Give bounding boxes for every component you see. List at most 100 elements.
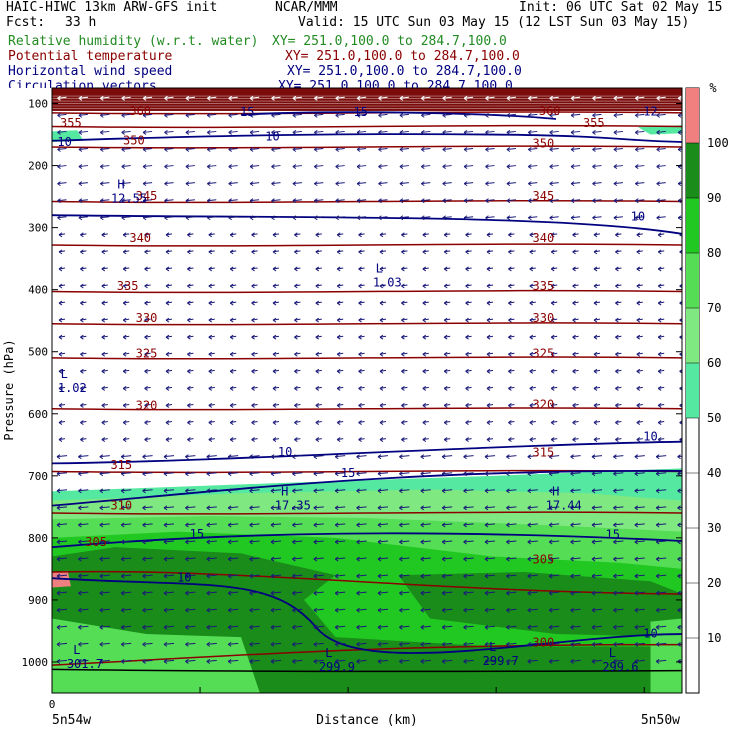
theta-contour: [52, 511, 682, 515]
wind-vector: [506, 181, 516, 187]
wind-vector-head: [271, 95, 275, 101]
wind-vector-head: [334, 488, 339, 494]
wind-vector: [185, 522, 196, 528]
wind-vector: [528, 198, 538, 204]
wind-vector-head: [313, 539, 318, 545]
wind-vector-shaft: [421, 199, 431, 202]
wind-vector-shaft: [335, 557, 346, 560]
wind-vector: [550, 300, 558, 306]
wind-vector-shaft: [78, 130, 88, 133]
wind-vector-head: [165, 368, 170, 374]
wind-vector-head: [229, 249, 234, 255]
wind-vector-head: [508, 334, 512, 340]
wind-vector-shaft: [570, 557, 581, 560]
wind-vector-shaft: [421, 182, 431, 185]
wind-vector-head: [441, 641, 446, 647]
wind-vector-shaft: [121, 540, 132, 543]
wind-vector: [334, 488, 346, 494]
wind-vector-shaft: [377, 591, 389, 594]
wind-vector: [163, 522, 175, 528]
wind-vector-head: [593, 232, 598, 238]
wind-vector-shaft: [335, 489, 346, 492]
wind-vector-shaft: [506, 659, 517, 662]
wind-vector: [613, 539, 624, 545]
wind-vector-shaft: [292, 472, 303, 475]
wind-vector: [187, 351, 194, 357]
wind-vector-head: [207, 164, 211, 169]
wind-vector-shaft: [677, 592, 682, 594]
wind-vector-shaft: [442, 574, 453, 577]
wind-vector-head: [442, 112, 446, 118]
wind-vector-head: [550, 368, 555, 374]
wind-vector-shaft: [528, 165, 538, 168]
wind-vector-head: [463, 522, 467, 528]
wind-vector-shaft: [78, 472, 89, 475]
wind-vector-head: [593, 300, 598, 306]
wind-vector: [421, 147, 431, 152]
wind-vector-head: [527, 659, 532, 664]
wind-vector-head: [401, 232, 405, 238]
wind-vector-head: [207, 130, 211, 135]
wind-vector-shaft: [163, 591, 175, 594]
wind-vector: [636, 232, 643, 238]
wind-vector: [249, 181, 260, 187]
wind-vector-head: [356, 112, 361, 118]
wind-vector-head: [58, 232, 63, 238]
wind-vector: [356, 659, 367, 664]
wind-vector-shaft: [292, 130, 302, 133]
wind-vector: [485, 95, 495, 101]
wind-vector: [78, 95, 88, 101]
wind-vector: [228, 164, 238, 169]
wind-vector-head: [591, 607, 596, 613]
wind-vector: [463, 471, 474, 477]
wind-vector-head: [121, 147, 125, 152]
wind-vector-head: [593, 266, 598, 272]
theta-label: 350: [123, 134, 145, 148]
wind-vector: [613, 471, 624, 477]
wind-vector-head: [121, 95, 125, 101]
wind-vector-shaft: [185, 642, 196, 645]
wind-vector-head: [613, 659, 617, 664]
wind-vector-head: [613, 95, 618, 101]
wind-vector-head: [142, 659, 146, 664]
wind-vector: [550, 368, 558, 374]
wind-vector-head: [486, 368, 491, 374]
wind-vector-shaft: [613, 625, 624, 628]
wind-vector-head: [634, 659, 639, 664]
wind-vector-head: [421, 130, 425, 135]
wind-vector-head: [292, 556, 296, 562]
colorbar-tick-label: 90: [707, 191, 721, 205]
wind-vector-head: [485, 198, 489, 204]
wind-vector: [142, 590, 153, 596]
wind-speed-label: 15: [353, 105, 367, 119]
wind-vector-shaft: [271, 182, 281, 185]
wind-vector: [484, 590, 496, 596]
theta-label: 360: [129, 104, 151, 118]
wind-vector-shaft: [99, 557, 110, 560]
wind-vector-head: [615, 437, 619, 443]
wind-vector-head: [334, 539, 339, 545]
wind-vector-shaft: [678, 199, 682, 202]
wind-vector-head: [420, 573, 425, 579]
wind-vector: [465, 334, 472, 340]
wind-vector-head: [484, 539, 489, 545]
wind-vector-shaft: [377, 523, 389, 526]
wind-vector-head: [615, 334, 619, 340]
wind-vector: [251, 368, 258, 374]
wind-vector-head: [441, 607, 446, 613]
wind-vector-head: [591, 624, 596, 630]
wind-vector: [120, 659, 132, 664]
wind-vector: [593, 351, 601, 357]
wind-vector-shaft: [99, 608, 110, 611]
wind-vector-head: [185, 164, 190, 169]
wind-vector-shaft: [613, 455, 624, 458]
wind-vector: [508, 403, 515, 408]
wind-vector: [613, 659, 624, 664]
wind-vector: [334, 556, 346, 562]
wind-vector: [463, 147, 474, 152]
wind-contour: [52, 469, 682, 507]
wind-vector: [634, 522, 645, 528]
wind-vector-head: [591, 659, 596, 664]
wind-vector-head: [335, 164, 339, 169]
wind-vector-head: [187, 300, 191, 306]
